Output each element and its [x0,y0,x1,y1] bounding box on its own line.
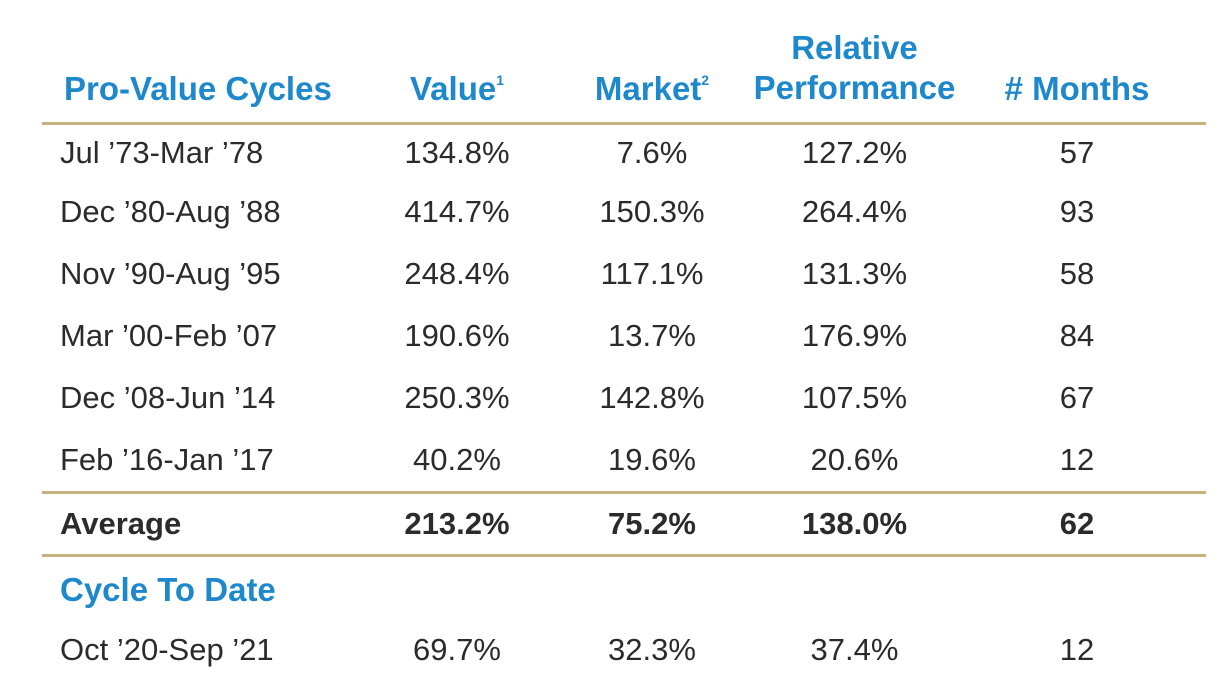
average-divider-top [42,491,1206,494]
header-relative-line2: Performance [753,69,956,106]
footnote-2: 2 [701,72,710,88]
cell-market: 13.7% [608,318,696,353]
cell-relative: 20.6% [810,442,899,477]
cell-period: Mar ’00-Feb ’07 [60,318,278,353]
cell-months: 67 [1059,380,1095,415]
average-divider-bottom [42,554,1206,557]
cycle-to-date-heading: Cycle To Date [42,557,1206,619]
average-row: Average 213.2% 75.2% 138.0% 62 [42,494,1206,554]
table-row: Feb ’16-Jan ’17 40.2% 19.6% 20.6% 12 [42,429,1206,491]
average-value: 213.2% [404,506,510,541]
header-months: # Months [1004,70,1150,107]
cell-period: Jul ’73-Mar ’78 [60,135,264,170]
cell-period: Feb ’16-Jan ’17 [60,442,274,477]
performance-table: Pro-Value Cycles Value1 Market2 Relative… [42,0,1206,681]
table-row: Dec ’08-Jun ’14 250.3% 142.8% 107.5% 67 [42,367,1206,429]
cell-months: 12 [1059,632,1095,667]
header-relative-performance: Relative Performance [742,28,967,108]
cell-months: 57 [1059,135,1095,170]
cell-relative: 131.3% [801,256,908,291]
cell-market: 7.6% [616,135,688,170]
table-body: Jul ’73-Mar ’78 134.8% 7.6% 127.2% 57 De… [42,125,1206,491]
cell-market: 32.3% [608,632,696,667]
cell-value: 134.8% [404,135,510,170]
cell-value: 40.2% [413,442,501,477]
header-divider [42,122,1206,125]
table-header: Pro-Value Cycles Value1 Market2 Relative… [42,0,1206,122]
cell-months: 93 [1059,194,1095,229]
table-row: Dec ’80-Aug ’88 414.7% 150.3% 264.4% 93 [42,181,1206,243]
average-relative: 138.0% [801,506,908,541]
cell-months: 12 [1059,442,1095,477]
cell-value: 248.4% [404,256,510,291]
average-market: 75.2% [608,506,696,541]
header-relative-line1: Relative [791,29,918,66]
cell-relative: 127.2% [801,135,908,170]
table-row: Jul ’73-Mar ’78 134.8% 7.6% 127.2% 57 [42,125,1206,181]
cell-relative: 37.4% [810,632,899,667]
header-market: Market2 [562,70,742,108]
cell-period: Nov ’90-Aug ’95 [60,256,281,291]
footnote-1: 1 [496,72,505,88]
cell-period: Dec ’80-Aug ’88 [60,194,281,229]
header-market-label: Market [594,70,702,107]
cell-market: 150.3% [599,194,705,229]
table-row: Nov ’90-Aug ’95 248.4% 117.1% 131.3% 58 [42,243,1206,305]
cell-months: 84 [1059,318,1095,353]
cell-market: 19.6% [608,442,696,477]
cell-value: 414.7% [404,194,510,229]
header-value: Value1 [377,70,537,108]
cell-market: 142.8% [599,380,705,415]
cycle-to-date-title: Cycle To Date [60,571,276,608]
cell-value: 250.3% [404,380,510,415]
cell-value: 190.6% [404,318,510,353]
header-cycles: Pro-Value Cycles [64,70,332,107]
cell-period: Dec ’08-Jun ’14 [60,380,276,415]
cell-relative: 176.9% [801,318,908,353]
average-label: Average [60,506,182,541]
header-value-label: Value [409,70,497,107]
cell-market: 117.1% [600,256,704,291]
cell-value: 69.7% [413,632,501,667]
cycle-to-date-row: Oct ’20-Sep ’21 69.7% 32.3% 37.4% 12 [42,619,1206,681]
cell-months: 58 [1059,256,1095,291]
table-row: Mar ’00-Feb ’07 190.6% 13.7% 176.9% 84 [42,305,1206,367]
cell-period: Oct ’20-Sep ’21 [60,632,274,667]
cell-relative: 264.4% [801,194,908,229]
cell-relative: 107.5% [801,380,908,415]
average-months: 62 [1059,506,1095,541]
